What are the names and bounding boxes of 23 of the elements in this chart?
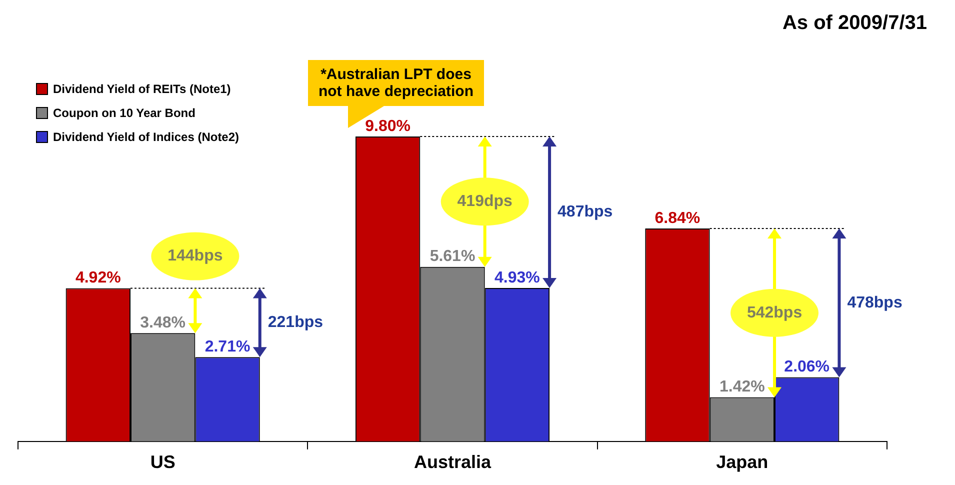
annotation: 478bps bbox=[847, 294, 902, 312]
data-label: 1.42% bbox=[719, 378, 765, 396]
x-tick-label: Japan bbox=[716, 452, 768, 472]
x-tick-label: Australia bbox=[414, 452, 492, 472]
annotation: 419dps bbox=[457, 193, 513, 210]
chart-subtitle: As of 2009/7/31 bbox=[782, 12, 927, 35]
annotation: 542bps bbox=[746, 304, 802, 322]
legend-label: Dividend Yield of Indices (Note2) bbox=[53, 130, 240, 144]
data-label: 4.92% bbox=[75, 270, 121, 287]
x-tick-label: US bbox=[150, 452, 176, 472]
data-label: 4.93% bbox=[494, 269, 540, 286]
data-label: 2.06% bbox=[784, 358, 830, 376]
data-label: 2.71% bbox=[204, 338, 250, 356]
annotation: 221bps bbox=[268, 314, 324, 332]
annotation: 487bps bbox=[558, 204, 613, 221]
data-label: 6.84% bbox=[654, 210, 700, 227]
annotation: 144bps bbox=[168, 248, 223, 265]
legend-label: Coupon on 10 Year Bond bbox=[53, 106, 196, 120]
data-label: 9.80% bbox=[365, 118, 410, 135]
data-label: 5.61% bbox=[430, 248, 476, 266]
data-label: 3.48% bbox=[140, 314, 186, 332]
text: *Australian LPT does not have depreciation bbox=[308, 60, 484, 106]
legend-label: Dividend Yield of REITs (Note1) bbox=[53, 82, 231, 96]
